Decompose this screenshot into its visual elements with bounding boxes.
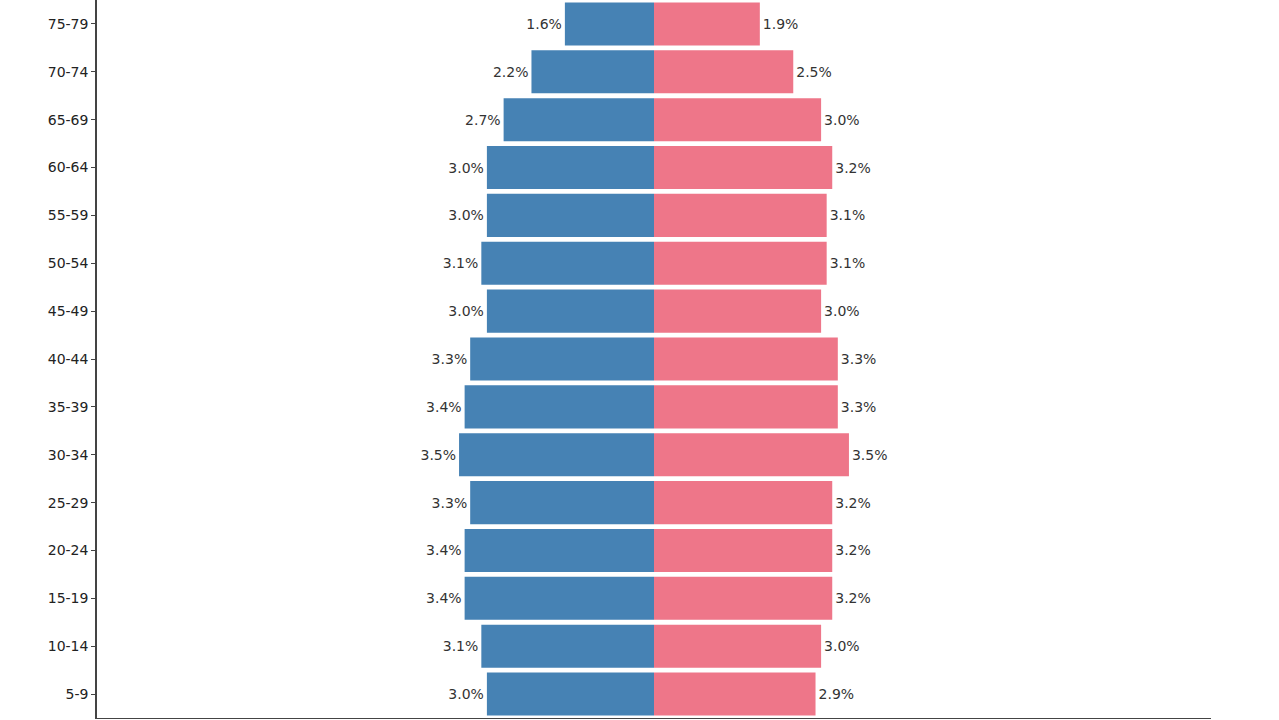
svg-text:3.4%: 3.4%	[426, 542, 462, 558]
svg-text:3.2%: 3.2%	[835, 160, 871, 176]
svg-text:3.2%: 3.2%	[835, 590, 871, 606]
svg-text:45-49: 45-49	[48, 303, 89, 319]
svg-text:30-34: 30-34	[48, 447, 89, 463]
svg-text:3.1%: 3.1%	[830, 255, 866, 271]
svg-text:1.9%: 1.9%	[763, 16, 799, 32]
svg-text:3.2%: 3.2%	[835, 542, 871, 558]
svg-text:2.5%: 2.5%	[796, 64, 832, 80]
svg-text:25-29: 25-29	[48, 495, 89, 511]
svg-text:50-54: 50-54	[48, 255, 89, 271]
svg-text:2.2%: 2.2%	[493, 64, 529, 80]
svg-text:3.0%: 3.0%	[448, 160, 484, 176]
svg-text:5-9: 5-9	[66, 686, 89, 702]
svg-text:3.3%: 3.3%	[841, 351, 877, 367]
svg-text:3.2%: 3.2%	[835, 495, 871, 511]
svg-text:60-64: 60-64	[48, 159, 89, 175]
svg-text:3.0%: 3.0%	[824, 112, 860, 128]
svg-text:3.5%: 3.5%	[852, 447, 888, 463]
svg-text:15-19: 15-19	[48, 590, 89, 606]
svg-text:3.0%: 3.0%	[824, 638, 860, 654]
svg-text:3.0%: 3.0%	[448, 686, 484, 702]
svg-text:3.1%: 3.1%	[443, 638, 479, 654]
svg-text:3.1%: 3.1%	[443, 255, 479, 271]
svg-text:3.5%: 3.5%	[420, 447, 456, 463]
svg-text:3.0%: 3.0%	[448, 207, 484, 223]
svg-text:35-39: 35-39	[48, 399, 89, 415]
svg-text:70-74: 70-74	[48, 64, 89, 80]
svg-text:10-14: 10-14	[48, 638, 89, 654]
svg-text:3.3%: 3.3%	[432, 495, 468, 511]
svg-text:3.3%: 3.3%	[841, 399, 877, 415]
svg-text:3.1%: 3.1%	[830, 207, 866, 223]
svg-text:3.4%: 3.4%	[426, 399, 462, 415]
svg-text:3.0%: 3.0%	[824, 303, 860, 319]
svg-text:3.3%: 3.3%	[432, 351, 468, 367]
svg-text:40-44: 40-44	[48, 351, 89, 367]
svg-text:75-79: 75-79	[48, 16, 89, 32]
svg-text:2.7%: 2.7%	[465, 112, 501, 128]
svg-text:3.4%: 3.4%	[426, 590, 462, 606]
svg-text:2.9%: 2.9%	[819, 686, 855, 702]
svg-text:55-59: 55-59	[48, 207, 89, 223]
svg-text:65-69: 65-69	[48, 112, 89, 128]
svg-text:20-24: 20-24	[48, 542, 89, 558]
svg-text:3.0%: 3.0%	[448, 303, 484, 319]
svg-text:1.6%: 1.6%	[526, 16, 562, 32]
